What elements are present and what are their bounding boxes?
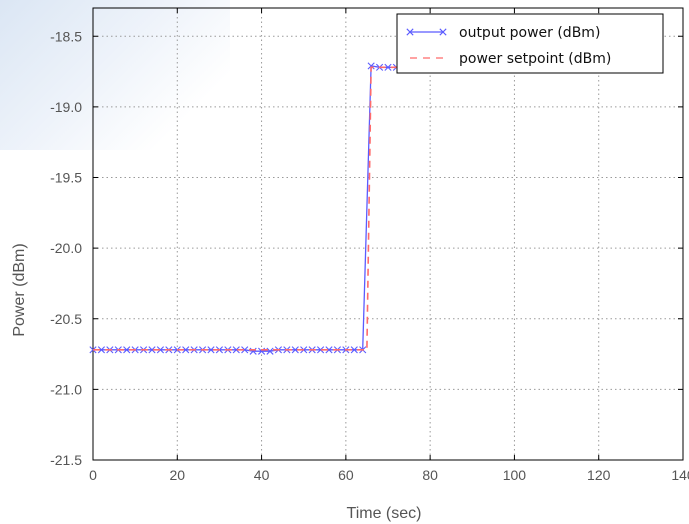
- background-gradient: [0, 0, 230, 150]
- data-point-output-power: [291, 346, 299, 354]
- data-point-output-power: [156, 346, 165, 354]
- y-tick-label: -20.5: [50, 311, 82, 327]
- data-point-output-power: [241, 346, 249, 354]
- x-tick-label: 80: [422, 467, 438, 483]
- series-line-output-power: [93, 65, 616, 352]
- y-tick-label: -19.5: [50, 170, 82, 186]
- plot-area-frame: [92, 7, 684, 461]
- y-tick-label: -20.0: [50, 240, 82, 256]
- x-tick-label: 40: [254, 467, 270, 483]
- data-point-output-power: [182, 346, 190, 354]
- x-tick-labels: 0 20 40 60 80 100 120 140: [89, 467, 689, 483]
- x-tick-label: 0: [89, 467, 97, 483]
- y-tick-labels: -21.5 -21.0 -20.5 -20.0 -19.5 -19.0 -18.5: [50, 28, 82, 468]
- x-tick-label: 60: [338, 467, 354, 483]
- series-line-power-setpoint: [93, 66, 616, 351]
- data-point-output-power: [384, 63, 392, 71]
- data-point-output-power: [232, 346, 240, 354]
- legend-marker-output-power: [406, 28, 447, 36]
- y-tick-label: -21.5: [50, 452, 82, 468]
- legend-box: [396, 13, 664, 74]
- x-tick-label: 120: [587, 467, 611, 483]
- y-tick-label: -21.0: [50, 381, 82, 397]
- y-tick-label: -19.0: [50, 99, 82, 115]
- y-tick-label: -18.5: [50, 28, 82, 44]
- legend-label-output-power: output power (dBm): [459, 25, 600, 41]
- x-tick-label: 140: [671, 467, 689, 483]
- axis-ticks: [92, 8, 684, 460]
- legend-label-power-setpoint: power setpoint (dBm): [459, 51, 611, 67]
- data-point-output-power: [207, 346, 215, 354]
- grid-lines: [93, 8, 683, 460]
- data-point-output-power: [97, 346, 106, 354]
- data-point-output-power: [148, 346, 156, 354]
- y-axis-title: Power (dBm): [11, 243, 28, 336]
- legend: output power (dBm) power setpoint (dBm): [396, 13, 664, 74]
- x-axis-title: Time (sec): [347, 505, 422, 522]
- legend-entry-output-power: output power (dBm): [406, 25, 600, 41]
- x-tick-label: 20: [169, 467, 185, 483]
- data-point-output-power: [350, 346, 358, 354]
- data-point-output-power: [123, 346, 131, 354]
- x-tick-label: 100: [503, 467, 527, 483]
- legend-entry-power-setpoint: power setpoint (dBm): [410, 51, 611, 67]
- data-point-output-power: [325, 346, 333, 354]
- data-point-output-power: [316, 346, 325, 354]
